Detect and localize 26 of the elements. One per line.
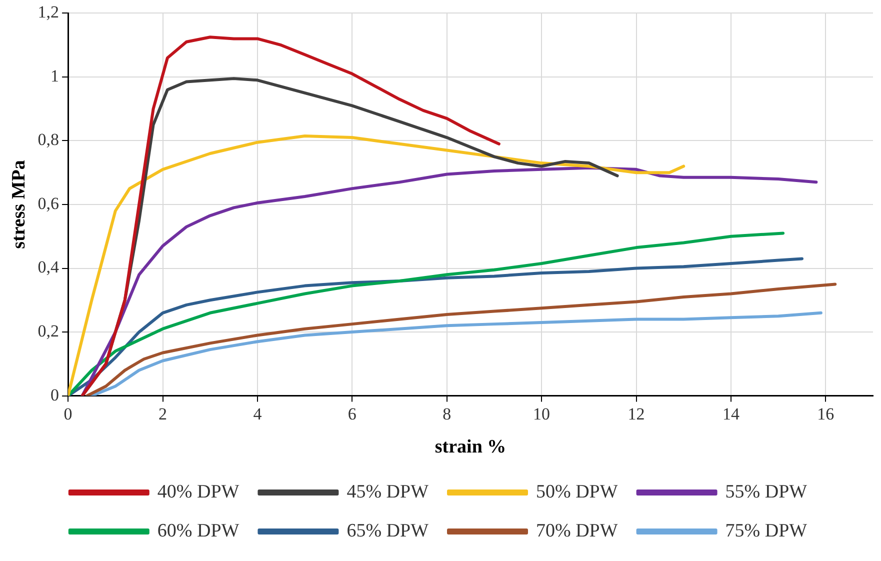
y-tick-label: 0,6 bbox=[38, 194, 60, 213]
y-tick-label: 0,4 bbox=[38, 258, 60, 277]
x-tick-label: 0 bbox=[64, 404, 72, 424]
x-tick-label: 4 bbox=[253, 404, 262, 424]
y-tick-label: 0,8 bbox=[38, 130, 60, 150]
legend-label: 45% DPW bbox=[346, 481, 429, 502]
legend-label: 55% DPW bbox=[725, 481, 808, 502]
x-tick-label: 16 bbox=[817, 404, 834, 424]
x-tick-label: 14 bbox=[722, 404, 740, 424]
legend-label: 75% DPW bbox=[725, 520, 808, 542]
legend-label: 65% DPW bbox=[346, 520, 429, 542]
legend-label: 50% DPW bbox=[536, 481, 618, 502]
y-tick-label: 0,2 bbox=[38, 322, 60, 340]
x-tick-label: 12 bbox=[628, 404, 645, 424]
y-tick-label: 1 bbox=[50, 66, 60, 86]
y-tick-label: 0 bbox=[50, 385, 60, 404]
y-tick-label: 1,2 bbox=[38, 2, 60, 22]
legend-label: 70% DPW bbox=[536, 520, 618, 542]
legend-label: 60% DPW bbox=[157, 520, 240, 542]
x-axis-title: strain % bbox=[434, 436, 506, 458]
x-tick-label: 2 bbox=[158, 404, 167, 424]
y-axis-title: stress MPa bbox=[8, 160, 30, 249]
x-tick-label: 6 bbox=[348, 404, 356, 424]
x-tick-label: 10 bbox=[533, 404, 550, 424]
legend-label: 40% DPW bbox=[157, 481, 240, 502]
x-tick-label: 8 bbox=[442, 404, 452, 424]
